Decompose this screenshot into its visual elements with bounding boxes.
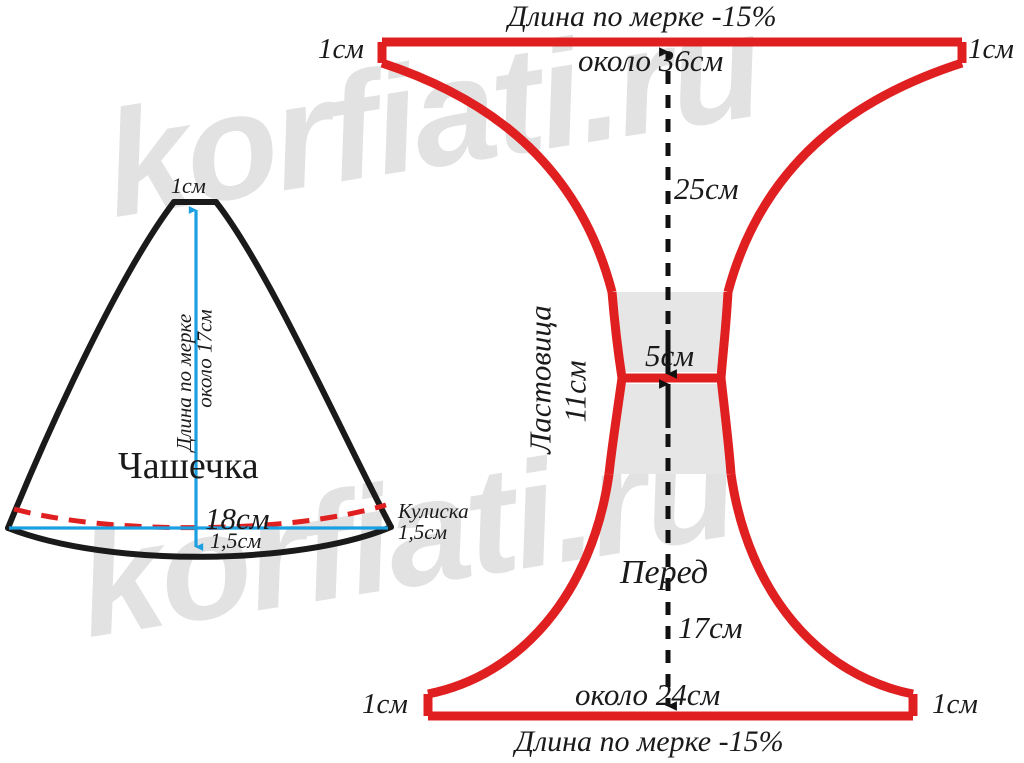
gusset-height: 11см — [557, 360, 593, 423]
casing-dashed-line — [13, 502, 387, 531]
cup-top-notch: 1см — [171, 173, 206, 198]
body-top-right-seam: 1см — [968, 33, 1014, 65]
body-outline — [377, 37, 967, 721]
body-bottom-left-seam: 1см — [362, 688, 408, 720]
cup-casing-line-1: Кулиска — [398, 499, 469, 523]
cup-dimension-lines — [9, 206, 388, 551]
body-bottom-width: около 24см — [575, 677, 721, 712]
body-label: Перед — [620, 554, 709, 591]
cup-bottom-curve-depth: 1,5см — [210, 528, 262, 553]
gusset-width: 5см — [645, 338, 695, 373]
body-bottom-right-seam: 1см — [932, 688, 978, 720]
cup-outline — [5, 199, 394, 560]
cup-label: Чашечка — [118, 445, 259, 487]
body-top-width: около 36см — [578, 43, 724, 78]
body-lower-height: 17см — [678, 610, 743, 645]
gusset-label: Ластовица — [522, 305, 558, 454]
cup-bottom-width: 18см — [205, 501, 270, 536]
cup-height-line-2: около 17см — [192, 309, 217, 408]
body-top-caption: Длина по мерке -15% — [508, 0, 777, 33]
body-bottom-caption: Длина по мерке -15% — [515, 725, 784, 758]
body-upper-height: 25см — [674, 171, 739, 206]
cup-casing-line-2: 1,5см — [398, 520, 447, 544]
body-top-left-seam: 1см — [318, 33, 364, 65]
